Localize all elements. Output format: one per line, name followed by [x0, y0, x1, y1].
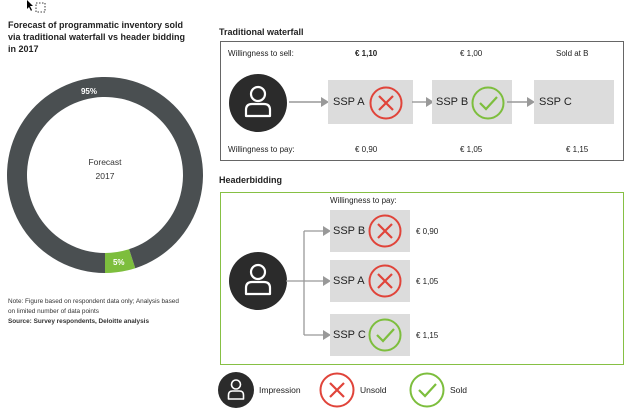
headerbidding-panel	[220, 192, 624, 365]
hb-row-2-ssp: SSP A	[333, 275, 365, 287]
donut-chart: 5% 95% Forecast 2017	[6, 77, 203, 273]
legend-unsold-icon	[319, 372, 355, 408]
legend-unsold-label: Unsold	[360, 385, 387, 395]
note-line-2: on limited number of data points	[8, 308, 99, 315]
note-line-1: Note: Figure based on respondent data on…	[8, 298, 179, 305]
arrow-icon	[412, 97, 434, 107]
figure-note: Note: Figure based on respondent data on…	[8, 297, 208, 327]
figure-title-line-3: in 2017	[8, 44, 39, 54]
sold-icon	[471, 86, 505, 120]
waterfall-panel	[220, 41, 624, 161]
hb-row-3-ssp: SSP C	[333, 329, 366, 341]
hb-row-1-ssp: SSP B	[333, 225, 366, 237]
sell-value-a: € 1,10	[355, 49, 378, 58]
pay-value-a: € 0,90	[355, 145, 378, 154]
pay-value-b: € 1,05	[460, 145, 483, 154]
cursor-icon	[27, 0, 46, 13]
ssp-c-label: SSP C	[539, 96, 572, 108]
ssp-b-label: SSP B	[436, 96, 469, 108]
branch-connector	[286, 226, 331, 340]
sold-icon	[368, 318, 402, 352]
legend-sold-label: Sold	[450, 385, 468, 395]
donut-label-header-bidding: 5%	[113, 258, 125, 267]
sell-label: Willingness to sell:	[228, 49, 294, 58]
donut-label-waterfall: 95%	[81, 87, 97, 96]
donut-center-text: Forecast	[88, 157, 122, 167]
figure-title-line-1: Forecast of programmatic inventory sold	[8, 20, 184, 30]
arrow-icon	[289, 97, 329, 107]
hb-row-3-price: € 1,15	[416, 331, 439, 340]
impression-icon	[229, 252, 287, 310]
headerbidding-title: Headerbidding	[219, 175, 283, 185]
hb-row-2-price: € 1,05	[416, 277, 439, 286]
donut-slice-header-bidding	[105, 249, 136, 273]
sell-value-c: Sold at B	[556, 49, 589, 58]
legend-impression-label: Impression	[259, 385, 301, 395]
hb-row-1-price: € 0,90	[416, 227, 439, 236]
arrow-icon	[507, 97, 535, 107]
figure-title: Forecast of programmatic inventory sold …	[8, 19, 203, 55]
legend-sold-icon	[409, 372, 445, 408]
legend-impression-icon	[218, 372, 254, 408]
figure-title-line-2: via traditional waterfall vs header bidd…	[8, 32, 186, 42]
unsold-icon	[369, 86, 403, 120]
ssp-c-box	[534, 80, 614, 124]
sell-value-b: € 1,00	[460, 49, 483, 58]
impression-icon	[229, 74, 287, 132]
pay-label: Willingness to pay:	[228, 145, 295, 154]
hb-pay-label: Willingness to pay:	[330, 196, 397, 205]
waterfall-title: Traditional waterfall	[219, 27, 304, 37]
source-text: Source: Survey respondents, Deloitte ana…	[8, 318, 149, 325]
pay-value-c: € 1,15	[566, 145, 589, 154]
ssp-a-label: SSP A	[333, 96, 365, 108]
unsold-icon	[368, 264, 402, 298]
donut-center-text: 2017	[96, 171, 115, 181]
unsold-icon	[368, 214, 402, 248]
